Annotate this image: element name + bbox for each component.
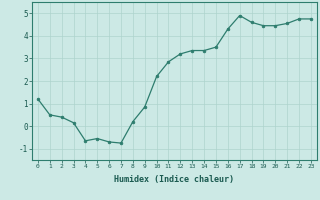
- X-axis label: Humidex (Indice chaleur): Humidex (Indice chaleur): [115, 175, 234, 184]
